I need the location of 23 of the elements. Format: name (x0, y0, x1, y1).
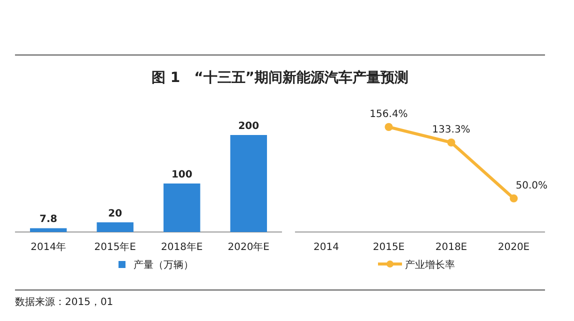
bar (30, 228, 67, 232)
x-tick-label: 2015E (372, 242, 405, 253)
data-label: 200 (238, 121, 260, 132)
data-label: 133.3% (432, 124, 470, 136)
x-tick-label: 2020E (498, 242, 530, 253)
x-tick-label: 2018年E (160, 241, 203, 253)
x-tick-label: 2014年 (30, 241, 66, 253)
data-label: 20 (108, 208, 122, 220)
data-label: 156.4% (370, 109, 408, 120)
data-label: 50.0% (516, 180, 548, 192)
x-tick-label: 2015年E (94, 241, 136, 253)
x-tick-label: 2018E (435, 242, 468, 253)
bar (96, 222, 134, 232)
bar (164, 184, 200, 232)
source-note: 数据来源：2015，01 (15, 296, 114, 308)
data-label: 7.8 (40, 214, 58, 226)
chart-title: 图 1 “十三五”期间新能源汽车产量预测 (151, 69, 409, 86)
bar (230, 135, 267, 232)
data-label: 100 (171, 170, 192, 180)
legend-label: 产业增长率 (405, 259, 455, 271)
x-tick-label: 2020年E (228, 241, 270, 253)
legend-label: 产量（万辆） (134, 259, 194, 271)
x-tick-label: 2014 (314, 242, 339, 253)
